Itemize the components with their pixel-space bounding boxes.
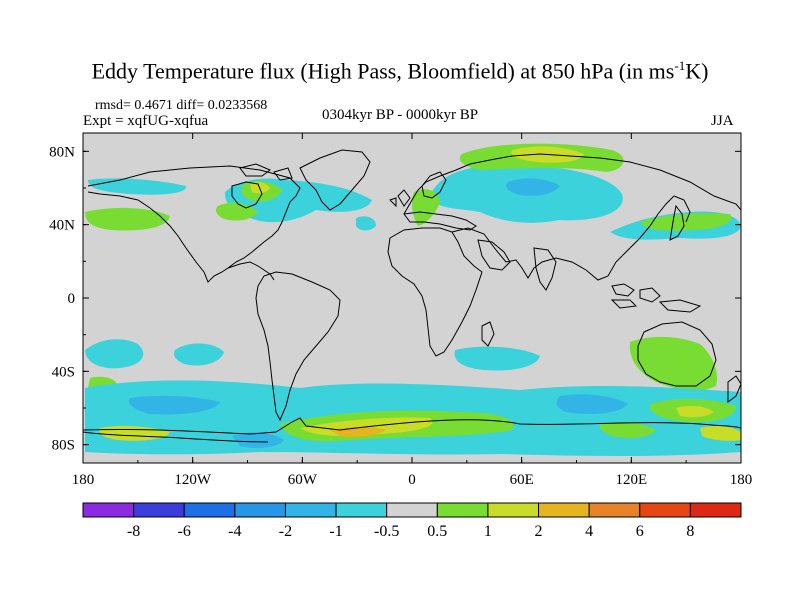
colorbar-label: -2: [279, 523, 292, 540]
colorbar-swatch: [538, 502, 590, 518]
hudson-bay: [231, 181, 263, 209]
cyan-anomaly-region: [174, 343, 224, 366]
yellow-anomaly-region: [700, 425, 741, 441]
colorbar-label: -1: [329, 523, 342, 540]
eurasia-south-coast: [451, 195, 691, 281]
stats-label: rmsd= 0.4671 diff= 0.0233568: [95, 98, 268, 113]
colorbar-label: -8: [127, 523, 140, 540]
antarctica-coastline-west: [83, 431, 269, 443]
colorbar-swatch: [133, 502, 185, 518]
south-america-coastline: [255, 271, 341, 422]
madagascar: [481, 321, 495, 347]
coastlines: [83, 149, 741, 443]
colorbar-label: -6: [178, 523, 191, 540]
colorbar-label: 4: [585, 523, 593, 540]
colorbar-label: -0.5: [374, 523, 399, 540]
colorbar-swatch: [234, 502, 286, 518]
colorbar-swatch: [183, 502, 236, 518]
experiment-label: Expt = xqfUG-xqfua: [83, 113, 209, 129]
lat-tick-label: 80S: [52, 438, 75, 454]
colorbar-swatch: [639, 502, 691, 518]
cyan-anomaly-region: [356, 216, 376, 231]
period-label: 0304kyr BP - 0000kyr BP: [322, 107, 479, 123]
green-anomaly-region: [599, 422, 656, 438]
lat-tick-label: 40N: [49, 218, 75, 234]
flux-anomaly-fields: [85, 143, 741, 456]
title-unit: K): [685, 58, 709, 84]
lat-tick-label: 0: [68, 291, 76, 307]
colorbar-swatch: [335, 502, 388, 518]
season-label: JJA: [711, 113, 734, 129]
colorbar-label: 2: [535, 523, 543, 540]
colorbar: -8 -6 -4 -2 -1 -0.5 0.5 1 2 4 6 8: [82, 502, 742, 540]
colorbar-swatch: [284, 502, 337, 518]
blue-anomaly-region: [128, 395, 220, 415]
colorbar-swatch: [487, 502, 540, 518]
lat-tick-label: 80N: [49, 144, 75, 160]
north-america-coastline: [87, 165, 301, 283]
longitude-axis: 180 120W 60W 0 60E 120E 180: [72, 133, 753, 488]
arctic-islands: [239, 163, 293, 181]
arabian-peninsula: [477, 239, 511, 271]
africa-coastline: [387, 227, 483, 357]
colorbar-swatch: [689, 502, 742, 518]
lat-tick-label: 40S: [52, 364, 75, 380]
latitude-axis: 80N 40N 0 40S 80S: [49, 144, 741, 454]
lon-tick-label: 180: [730, 472, 753, 488]
lon-tick-label: 0: [408, 472, 416, 488]
plot-title: Eddy Temperature flux (High Pass, Bloomf…: [0, 58, 800, 84]
lon-tick-label: 120E: [615, 472, 647, 488]
blue-anomaly-region: [556, 394, 628, 414]
japan: [669, 204, 685, 241]
lon-tick-label: 120W: [174, 472, 212, 488]
antarctica-coastline: [83, 417, 741, 435]
colorbar-label: -4: [228, 523, 241, 540]
yellow-anomaly-region: [250, 181, 270, 194]
colorbar-swatch: [82, 502, 135, 518]
title-exponent: -1: [674, 58, 686, 73]
cyan-anomaly-region: [85, 339, 144, 369]
southeast-asia-islands: [610, 283, 702, 313]
scandinavia: [421, 171, 447, 199]
title-text: Eddy Temperature flux (High Pass, Bloomf…: [91, 58, 675, 84]
green-anomaly-region: [85, 207, 170, 231]
colorbar-swatch: [588, 502, 641, 518]
greenland: [299, 149, 371, 211]
lon-tick-label: 180: [72, 472, 95, 488]
mediterranean: [403, 211, 477, 231]
blue-anomaly-region: [232, 432, 284, 448]
colorbar-swatch: [386, 502, 438, 518]
australia-coastline: [637, 321, 717, 387]
colorbar-label: 8: [686, 523, 694, 540]
lon-tick-label: 60W: [288, 472, 318, 488]
green-anomaly-region: [640, 213, 732, 231]
colorbar-swatch: [436, 502, 489, 518]
india: [533, 247, 557, 291]
colorbar-label: 1: [484, 523, 492, 540]
british-isles: [389, 189, 411, 208]
lon-tick-label: 60E: [510, 472, 534, 488]
yellow-anomaly-region: [676, 405, 714, 418]
colorbar-label: 0.5: [427, 523, 447, 540]
cyan-anomaly-region: [454, 346, 540, 371]
cyan-anomaly-region: [88, 178, 187, 195]
colorbar-label: 6: [636, 523, 644, 540]
green-anomaly-region: [411, 189, 440, 226]
blue-anomaly-region: [506, 178, 560, 196]
new-zealand: [727, 375, 741, 403]
